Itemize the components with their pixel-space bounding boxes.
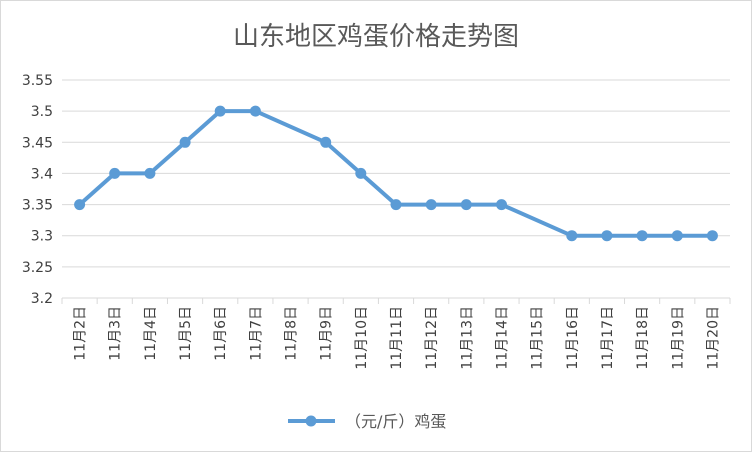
x-tick-label: 11月9日: [319, 306, 335, 361]
data-point-11月17日: [601, 230, 613, 242]
data-point-11月9日: [320, 136, 332, 148]
x-tick-label: 11月12日: [424, 306, 440, 370]
x-tick-label: 11月15日: [530, 306, 546, 370]
y-tick-label: 3.45: [22, 135, 53, 151]
x-tick-label: 11月7日: [248, 306, 264, 361]
grid-layer: [62, 79, 730, 299]
legend: （元/斤）鸡蛋: [288, 412, 446, 431]
x-axis-ticks: 11月2日 11月3日 11月4日 11月5日 11月6日 11月7日 11月8日 11月9日…: [61, 298, 731, 370]
x-tick-label: 11月10日: [354, 306, 370, 370]
x-tick-label: 11月20日: [705, 306, 721, 370]
y-tick-label: 3.35: [22, 198, 53, 214]
x-tick-label: 11月4日: [143, 306, 159, 361]
x-tick-label: 11月5日: [178, 306, 194, 361]
data-point-11月19日: [671, 230, 683, 242]
data-point-11月10日: [355, 167, 367, 179]
legend-point-marker: [305, 415, 317, 427]
x-tick-label: 11月11日: [389, 306, 405, 370]
x-tick-label: 11月3日: [108, 306, 124, 361]
data-point-11月18日: [636, 230, 648, 242]
data-point-11月6日: [214, 105, 226, 117]
chart-title: 山东地区鸡蛋价格走势图: [233, 22, 519, 52]
y-tick-label: 3.2: [31, 291, 53, 307]
x-tick-label: 11月16日: [565, 306, 581, 370]
x-tick-label: 11月19日: [670, 306, 686, 370]
x-tick-label: 11月17日: [600, 306, 616, 370]
y-tick-label: 3.4: [31, 166, 53, 182]
x-tick-label: 11月2日: [73, 306, 89, 361]
data-point-11月5日: [179, 136, 191, 148]
data-point-11月12日: [425, 199, 437, 211]
y-tick-label: 3.5: [31, 104, 53, 120]
y-tick-label: 3.3: [31, 229, 53, 245]
y-axis-ticks: 3.2 3.25 3.3 3.35 3.4 3.45 3.5 3.55: [22, 73, 53, 307]
x-tick-label: 11月13日: [459, 306, 475, 370]
x-tick-label: 11月14日: [494, 306, 510, 370]
y-tick-label: 3.25: [22, 260, 53, 276]
data-point-11月7日: [249, 105, 261, 117]
data-point-11月20日: [706, 230, 718, 242]
data-point-11月11日: [390, 199, 402, 211]
x-tick-label: 11月8日: [284, 306, 300, 361]
data-point-11月16日: [566, 230, 578, 242]
data-point-11月2日: [74, 199, 86, 211]
x-tick-label: 11月6日: [213, 306, 229, 361]
series-layer: [74, 105, 718, 242]
data-point-11月3日: [109, 167, 121, 179]
data-point-11月14日: [496, 199, 507, 211]
y-tick-label: 3.55: [22, 73, 53, 89]
data-point-11月13日: [460, 199, 472, 211]
legend-label: （元/斤）鸡蛋: [345, 412, 446, 431]
data-point-11月4日: [144, 167, 156, 179]
x-tick-label: 11月18日: [635, 306, 651, 370]
